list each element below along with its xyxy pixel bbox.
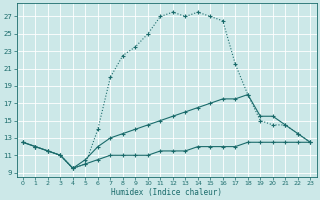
X-axis label: Humidex (Indice chaleur): Humidex (Indice chaleur) <box>111 188 222 197</box>
